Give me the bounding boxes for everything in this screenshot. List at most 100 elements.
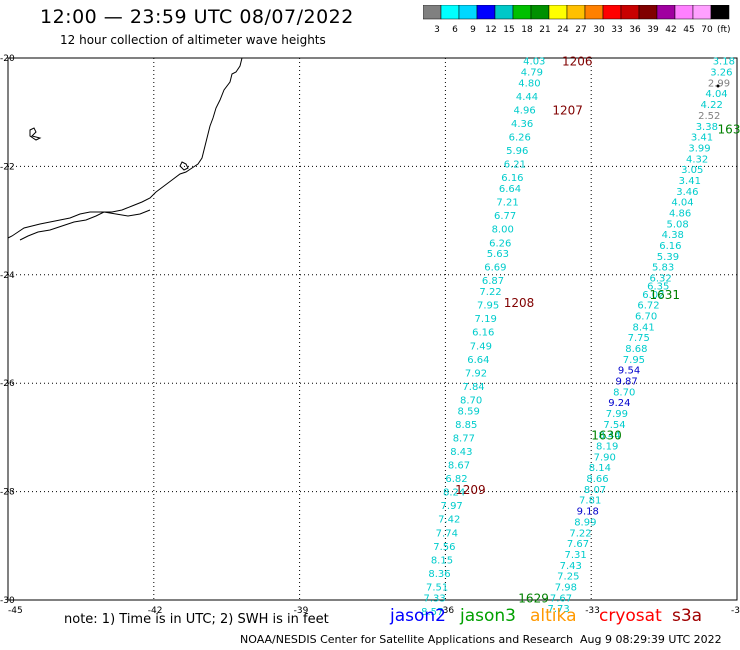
track-b-value: 8.68 [625,344,647,355]
track-a-value: 8.70 [460,395,482,406]
pass-time-label: 1209 [455,483,486,497]
track-a-value: 7.84 [462,382,484,393]
track-b-value: 3.05 [681,165,703,176]
track-b-value: 7.25 [557,572,579,583]
track-a-value: 7.19 [475,314,497,325]
colorbar-label: 42 [665,25,676,35]
pass-time-label: 1630 [591,429,622,443]
pass-time-label: 1206 [562,55,593,69]
colorbar-label: 70 [701,25,713,35]
track-a-value: 6.64 [467,355,489,366]
track-b-value: 6.35 [647,282,669,293]
track-a-value: 6.87 [482,276,504,287]
track-b-value: 7.43 [560,561,582,572]
colorbar-label: 15 [503,25,514,35]
track-b-value: 3.99 [688,143,710,154]
footer-note: note: 1) Time is in UTC; 2) SWH is in fe… [64,612,329,627]
satellite-jason2: jason2 [390,606,446,626]
pass-time-label: 1207 [552,103,583,117]
lon-tick-label: -45 [8,606,23,616]
track-b-value: 8.14 [589,463,611,474]
track-b-value: 7.81 [579,496,601,507]
track-a-value: 6.69 [484,263,506,274]
lon-tick-label: -30 [731,606,740,616]
colorbar-unit: (ft) [717,25,731,35]
track-a-value: 4.44 [516,92,538,103]
track-b-value: 7.54 [603,420,625,431]
track-b-value: 4.04 [705,89,727,100]
satellite-altika: altika [530,606,577,626]
map-grid [7,57,738,601]
track-b-value: 8.19 [596,442,618,453]
track-a-value: 5.96 [506,146,528,157]
track-a-value: 6.26 [509,133,531,144]
colorbar-label: 45 [683,25,694,35]
colorbar-swatch [476,5,496,20]
track-b-value: 7.95 [623,355,645,366]
map-axes: -45 -42 -39 -36 -33 -30 -20 -22 -24 -26 -28 -30 [0,54,740,616]
lat-tick-label: -26 [0,379,15,389]
coastline-bay [19,209,151,241]
track-b-value: 7.67 [567,539,589,550]
track-a-value: 7.97 [441,501,463,512]
track-a-value: 8.24 [443,488,465,499]
colorbar-label: 21 [539,25,550,35]
colorbar-swatch [566,5,586,20]
colorbar-swatch [674,5,694,20]
track-a-value: 4.80 [518,78,540,89]
track-b-value: 9.87 [616,376,638,387]
colorbar-label: 3 [434,25,440,35]
track-b-value: 3.18 [713,57,735,68]
colorbar-swatch [638,5,658,20]
credit-line: NOAA/NESDIS Center for Satellite Applica… [240,633,574,646]
colorbar-swatch [620,5,640,20]
track-a-value: 7.22 [479,287,501,298]
lat-tick-label: -30 [0,596,15,606]
track-a-value: 8.57 [421,607,443,618]
colorbar-swatch [512,5,532,20]
colorbar-label: 18 [521,25,533,35]
lon-tick-label: -42 [148,606,163,616]
track-b-value: 4.32 [686,154,708,165]
coastline-inlet [179,161,189,171]
colorbar-label: 30 [593,25,605,35]
track-b-value: 3.41 [679,176,701,187]
page-title: 12:00 — 23:59 UTC 08/07/2022 [40,6,354,28]
track-a-value: 8.59 [458,406,480,417]
color-scale-legend: 3 6 9 12 15 18 21 24 27 30 33 36 39 42 45 70 (ft) [423,5,731,35]
track-a-value: 7.49 [470,341,492,352]
colorbar-label: 12 [485,25,496,35]
lon-tick-label: -39 [294,606,309,616]
track-b-value: 8.66 [586,474,608,485]
lon-tick-label: -36 [439,606,454,616]
track-b-value: 8.44 [598,431,620,442]
colorbar-label: 36 [629,25,641,35]
track-b-value: 8.99 [574,517,596,528]
track-a-value: 4.03 [523,57,545,68]
colorbar-swatch [602,5,622,20]
track-b-value: 7.73 [547,604,569,615]
track-a-value: 6.16 [472,328,494,339]
track-a-value: 7.42 [438,515,460,526]
colorbar-label: 6 [452,25,458,35]
track-b-value: 6.16 [659,241,681,252]
satellite-cryosat: cryosat [599,606,662,626]
track-a-value: 4.96 [513,105,535,116]
track-b-value: 8.41 [633,322,655,333]
lat-tick-label: -24 [0,271,15,281]
track-b-value: 7.31 [564,550,586,561]
track-a-value: 8.67 [448,461,470,472]
track-a-value: 8.00 [492,225,514,236]
track-end-dot [716,84,720,88]
colorbar-swatch [423,5,442,20]
track-b-value: 6.72 [637,301,659,312]
track-b-value: 6.70 [635,311,657,322]
track-a-value: 5.63 [487,249,509,260]
track-a-value: 7.33 [424,593,446,604]
track-b-value: 7.75 [628,333,650,344]
track-a-value: 8.43 [450,447,472,458]
track-b-value: 6.32 [650,274,672,285]
pass-time-label: 1208 [504,296,535,310]
track-b-value: 2.99 [708,78,730,89]
track-b-value: 9.54 [618,366,640,377]
